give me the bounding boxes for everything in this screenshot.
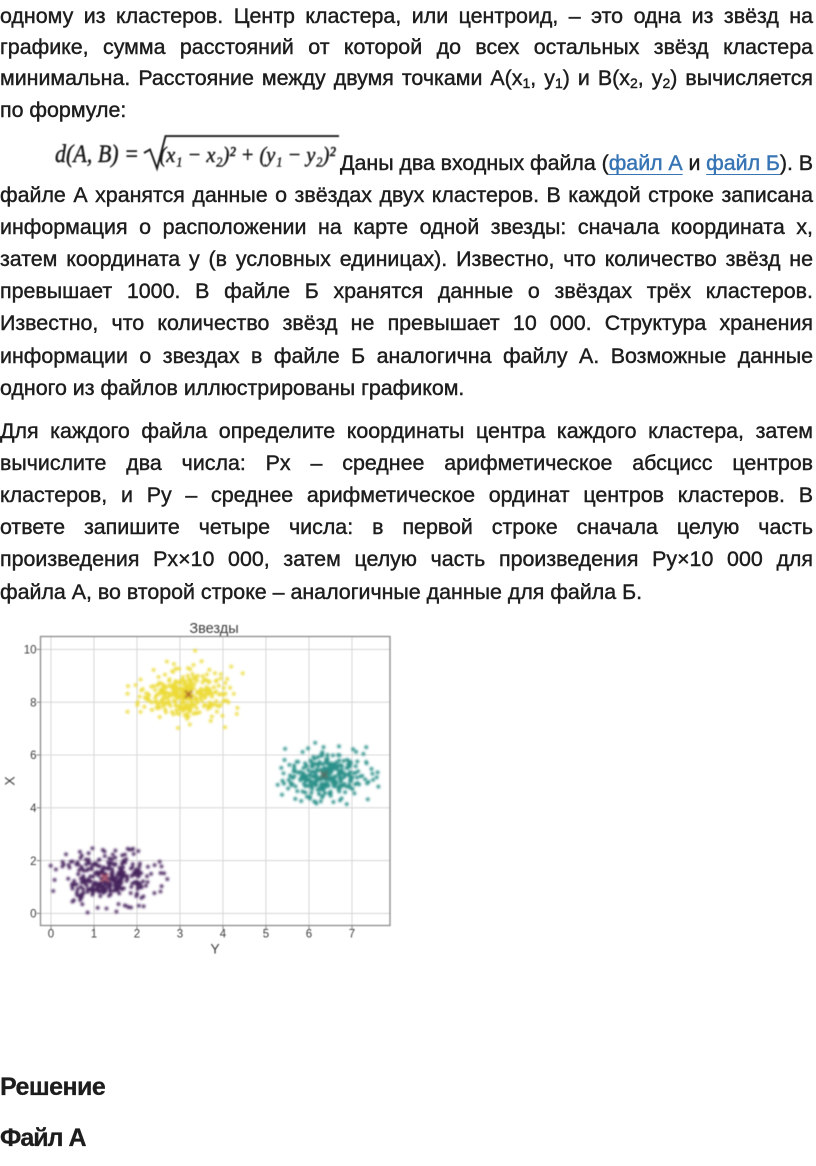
svg-text:3: 3 (177, 929, 183, 941)
svg-text:0: 0 (48, 929, 54, 941)
svg-text:8: 8 (30, 697, 36, 709)
svg-text:X: X (2, 776, 18, 786)
svg-text:6: 6 (306, 929, 312, 941)
svg-text:2: 2 (134, 929, 140, 941)
svg-text:(x₁ − x₂)² + (y₁ − y₂)²: (x₁ − x₂)² + (y₁ − y₂)² (160, 142, 337, 167)
svg-text:d(A, B) =: d(A, B) = (55, 141, 139, 168)
svg-text:4: 4 (220, 929, 227, 941)
svg-text:Y: Y (210, 941, 220, 957)
svg-text:2: 2 (30, 856, 36, 868)
svg-text:7: 7 (349, 929, 355, 941)
svg-text:1: 1 (91, 929, 97, 941)
svg-text:6: 6 (30, 750, 36, 762)
svg-text:Звезды: Звезды (189, 621, 238, 637)
svg-text:10: 10 (24, 645, 37, 657)
svg-text:0: 0 (30, 909, 36, 921)
svg-text:4: 4 (30, 803, 37, 815)
svg-text:5: 5 (263, 929, 269, 941)
